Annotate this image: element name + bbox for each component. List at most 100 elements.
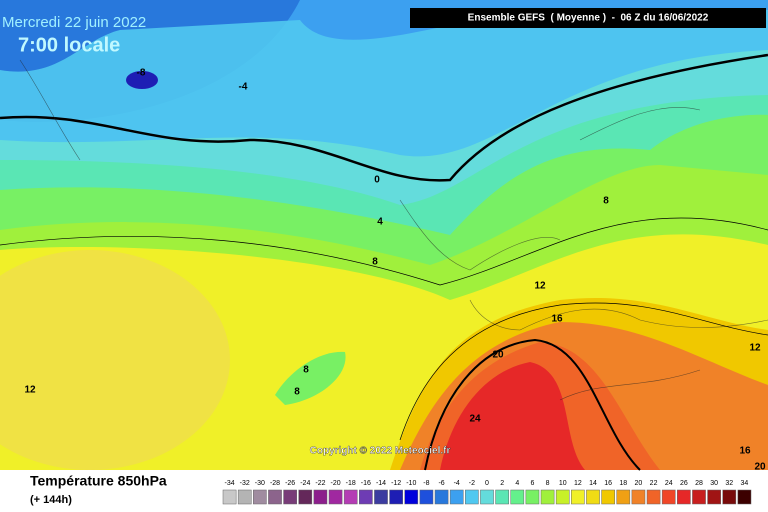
legend-swatch <box>434 489 449 505</box>
legend-swatch <box>540 489 555 505</box>
contour-label: 4 <box>377 217 383 228</box>
legend-label: 16 <box>604 480 612 487</box>
legend-swatch <box>601 489 615 505</box>
contour <box>424 338 641 471</box>
contour-label: 0 <box>374 175 380 186</box>
legend-swatch <box>253 489 267 505</box>
legend-label: 28 <box>695 480 703 487</box>
temperature-field <box>0 0 768 471</box>
legend-label: 4 <box>515 480 519 487</box>
copyright: Copyright © 2022 Meteociel.fr <box>310 446 451 457</box>
local-time: 7:00 locale <box>18 34 120 56</box>
legend-swatch <box>722 489 737 505</box>
contour-label: 8 <box>303 365 309 376</box>
legend-label: 8 <box>546 480 550 487</box>
legend-label: -2 <box>469 480 475 487</box>
legend-swatch <box>495 489 509 505</box>
legend-label: -18 <box>346 480 356 487</box>
legend-label: 6 <box>530 480 534 487</box>
coastline <box>19 59 768 401</box>
legend-swatch <box>449 489 464 505</box>
contour-label: -4 <box>239 82 248 93</box>
legend-swatch <box>525 489 540 505</box>
legend-label: 34 <box>741 480 749 487</box>
legend-label: 30 <box>710 480 718 487</box>
legend-label: -24 <box>300 480 310 487</box>
legend-label: 20 <box>635 480 643 487</box>
model-box <box>410 8 766 28</box>
contour-label: 24 <box>469 414 481 425</box>
legend-swatch <box>328 489 343 505</box>
contours <box>0 53 768 471</box>
legend-label: -16 <box>361 480 371 487</box>
legend-swatch <box>343 489 358 505</box>
legend-label: -4 <box>454 480 460 487</box>
legend-swatch <box>616 489 631 505</box>
legend-swatch <box>313 489 328 505</box>
contour-label: 12 <box>24 385 36 396</box>
legend-label: -32 <box>240 480 250 487</box>
legend-label: -26 <box>285 480 295 487</box>
legend-swatch <box>631 489 646 505</box>
contour <box>399 302 768 441</box>
field-blob <box>0 250 230 470</box>
legend-swatch <box>237 489 252 505</box>
legend-label: 0 <box>485 480 489 487</box>
legend-label: 10 <box>559 480 567 487</box>
legend-swatch <box>268 489 282 505</box>
contour-label: 12 <box>534 281 546 292</box>
legend-swatch <box>389 489 403 505</box>
contour-label: -8 <box>137 68 146 79</box>
model-run: Ensemble GEFS ( Moyenne ) - 06 Z du 16/0… <box>468 13 709 24</box>
footer-title: Température 850hPa <box>30 473 167 489</box>
legend-swatch <box>646 489 661 505</box>
legend-label: -30 <box>255 480 265 487</box>
legend-swatch <box>707 489 721 505</box>
legend-label: 18 <box>619 480 627 487</box>
field-band <box>440 362 585 470</box>
legend-label: 2 <box>500 480 504 487</box>
coastlines <box>19 59 768 401</box>
contour-label: 20 <box>754 462 766 473</box>
contour <box>0 217 768 286</box>
footer-lead: (+ 144h) <box>30 494 72 506</box>
date: Mercredi 22 juin 2022 <box>2 14 146 31</box>
legend-label: -20 <box>331 480 341 487</box>
contour-label: 8 <box>372 257 378 268</box>
legend-label: -14 <box>376 480 386 487</box>
contour-label: 20 <box>492 350 504 361</box>
legend-swatch <box>480 489 494 505</box>
legend-label: -12 <box>391 480 401 487</box>
legend-swatch <box>283 489 297 505</box>
contour-label: 16 <box>739 446 751 457</box>
legend-label: -28 <box>270 480 280 487</box>
legend-swatch <box>298 489 313 505</box>
legend-swatch <box>571 489 585 505</box>
contour-label: 8 <box>603 196 609 207</box>
legend-swatch <box>222 489 237 505</box>
legend-swatch <box>419 489 434 505</box>
legend-swatch <box>359 489 373 505</box>
legend-swatch <box>692 489 706 505</box>
legend-swatch <box>737 489 752 505</box>
color-legend: -34 -32 -30 -28 -26 -24 -22 -20 -18 -16 -14 -12 -10-… <box>222 480 752 505</box>
legend-label: 32 <box>725 480 733 487</box>
legend-label: 26 <box>680 480 688 487</box>
field-blob <box>126 71 158 89</box>
legend-label: -6 <box>438 480 444 487</box>
legend-swatch <box>586 489 600 505</box>
legend-label: -34 <box>225 480 235 487</box>
contour-label: 8 <box>294 387 300 398</box>
legend-swatch <box>661 489 676 505</box>
legend-label: -22 <box>315 480 325 487</box>
legend-label: 12 <box>574 480 582 487</box>
zero-contour <box>0 53 768 182</box>
legend-label: -8 <box>423 480 429 487</box>
legend-label: 22 <box>650 480 658 487</box>
legend-swatch <box>404 489 419 505</box>
legend-label: 14 <box>589 480 597 487</box>
contour-label: 12 <box>749 343 761 354</box>
legend-label: -10 <box>406 480 416 487</box>
